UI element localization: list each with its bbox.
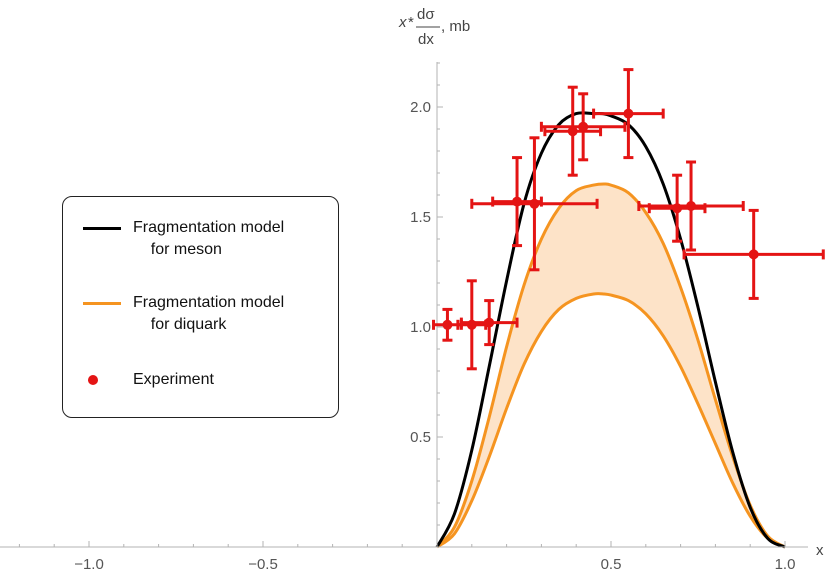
experiment-points-layer bbox=[432, 68, 825, 371]
legend-label-diquark: Fragmentation model for diquark bbox=[133, 294, 285, 333]
x-axis-title: x bbox=[816, 542, 824, 559]
experiment-marker bbox=[623, 108, 634, 119]
experiment-point bbox=[592, 68, 665, 160]
experiment-point bbox=[539, 92, 627, 162]
y-tick-label: 0.5 bbox=[410, 429, 431, 446]
experiment-marker bbox=[686, 201, 697, 211]
y-axis-title-star: * bbox=[408, 14, 414, 31]
legend-swatch-meson bbox=[83, 227, 121, 230]
y-tick-label: 1.0 bbox=[410, 319, 431, 336]
experiment-marker bbox=[748, 249, 759, 260]
experiment-point bbox=[543, 85, 603, 177]
y-axis-title: x * dσ dx , mb bbox=[398, 6, 470, 48]
experiment-point bbox=[682, 208, 825, 300]
experiment-marker bbox=[442, 319, 453, 330]
experiment-point bbox=[637, 160, 745, 252]
y-axis-title-unit: , mb bbox=[441, 18, 470, 35]
experiment-marker bbox=[578, 121, 589, 132]
experiment-point bbox=[459, 299, 519, 347]
legend-swatch-experiment bbox=[88, 375, 98, 385]
diquark-upper-curve bbox=[435, 182, 786, 549]
legend: Fragmentation model for meson Fragmentat… bbox=[62, 196, 339, 418]
experiment-marker bbox=[567, 126, 578, 137]
y-axis-title-numerator: dσ bbox=[417, 6, 435, 23]
legend-label-meson: Fragmentation model for meson bbox=[133, 219, 285, 258]
experiment-point bbox=[470, 136, 599, 272]
x-tick-label: 0.5 bbox=[601, 556, 622, 573]
y-axis-title-var: x bbox=[398, 14, 407, 31]
legend-swatch-diquark bbox=[83, 302, 121, 305]
y-axis-title-denominator: dx bbox=[418, 31, 434, 48]
legend-label-experiment: Experiment bbox=[133, 371, 214, 388]
y-tick-label: 2.0 bbox=[410, 99, 431, 116]
x-tick-label: −0.5 bbox=[248, 556, 278, 573]
x-tick-label: −1.0 bbox=[74, 556, 104, 573]
x-tick-label: 1.0 bbox=[775, 556, 796, 573]
axes-layer: −1.0 −0.5 0.5 1.0 0.5 1.0 1.5 2.0 bbox=[0, 62, 808, 573]
experiment-marker bbox=[529, 198, 540, 209]
y-tick-label: 1.5 bbox=[410, 209, 431, 226]
diquark-lower-curve bbox=[436, 292, 786, 549]
experiment-marker bbox=[484, 317, 495, 328]
